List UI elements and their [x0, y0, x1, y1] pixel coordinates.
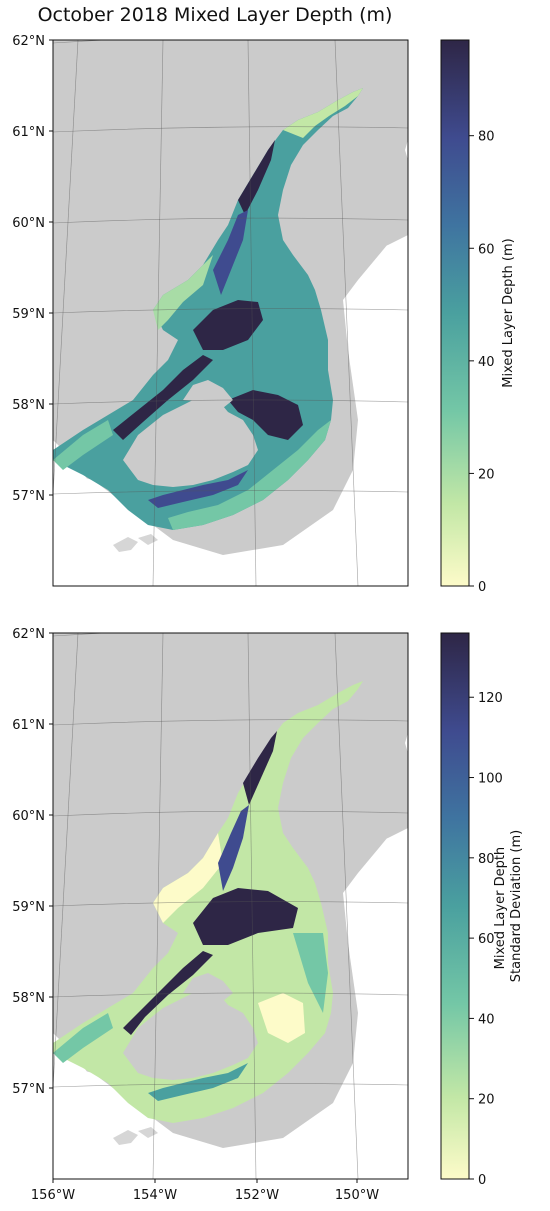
- latitude-label: 60°N: [12, 216, 45, 231]
- colorbar-mixed-layer-depth-std: 0 20 40 60 80 100 120 Mixed Layer Depth Standa…: [440, 632, 524, 1188]
- latitude-label: 61°N: [12, 718, 45, 733]
- colorbar-label-panel-1: Mixed Layer Depth (m): [501, 238, 516, 387]
- map-panel-mixed-layer-depth: [52, 39, 409, 587]
- colorbar-tick-label: 120: [478, 691, 503, 706]
- colorbar-label-panel-2: Mixed Layer Depth Standard Deviation (m): [493, 830, 524, 982]
- colorbar-tick-label: 0: [478, 580, 486, 595]
- latitude-label: 57°N: [12, 489, 45, 504]
- colorbar-tick-label: 20: [478, 467, 495, 482]
- longitude-label: 156°W: [31, 1188, 75, 1203]
- colorbar-tick-label: 60: [478, 242, 495, 257]
- longitude-label: 152°W: [235, 1188, 279, 1203]
- colorbar-tick-label: 100: [478, 772, 503, 787]
- latitude-label: 58°N: [12, 398, 45, 413]
- latitude-label: 61°N: [12, 125, 45, 140]
- latitude-label: 57°N: [12, 1082, 45, 1097]
- longitude-label: 150°W: [335, 1188, 379, 1203]
- colorbar-tick-label: 80: [478, 130, 495, 145]
- colorbar-tick-label: 40: [478, 1012, 495, 1027]
- latitude-label: 58°N: [12, 991, 45, 1006]
- latitude-labels-panel-1: 62°N 61°N 60°N 59°N 58°N 57°N: [12, 34, 53, 504]
- colorbar-tick-label: 60: [478, 932, 495, 947]
- map-panel-mixed-layer-depth-std: [52, 632, 409, 1180]
- latitude-label: 60°N: [12, 809, 45, 824]
- colorbar-tick-label: 20: [478, 1093, 495, 1108]
- latitude-label: 59°N: [12, 900, 45, 915]
- colorbar-tick-label: 80: [478, 852, 495, 867]
- longitude-labels: 156°W 154°W 152°W 150°W: [31, 1179, 379, 1203]
- longitude-label: 154°W: [133, 1188, 177, 1203]
- latitude-label: 62°N: [12, 627, 45, 642]
- latitude-label: 62°N: [12, 34, 45, 49]
- colorbar-tick-label: 0: [478, 1173, 486, 1188]
- colorbar-mixed-layer-depth: 0 20 40 60 80 Mixed Layer Depth (m): [440, 39, 516, 595]
- latitude-labels-panel-2: 62°N 61°N 60°N 59°N 58°N 57°N: [12, 627, 53, 1097]
- figure-title: October 2018 Mixed Layer Depth (m): [37, 4, 393, 26]
- latitude-label: 59°N: [12, 307, 45, 322]
- colorbar-tick-label: 40: [478, 355, 495, 370]
